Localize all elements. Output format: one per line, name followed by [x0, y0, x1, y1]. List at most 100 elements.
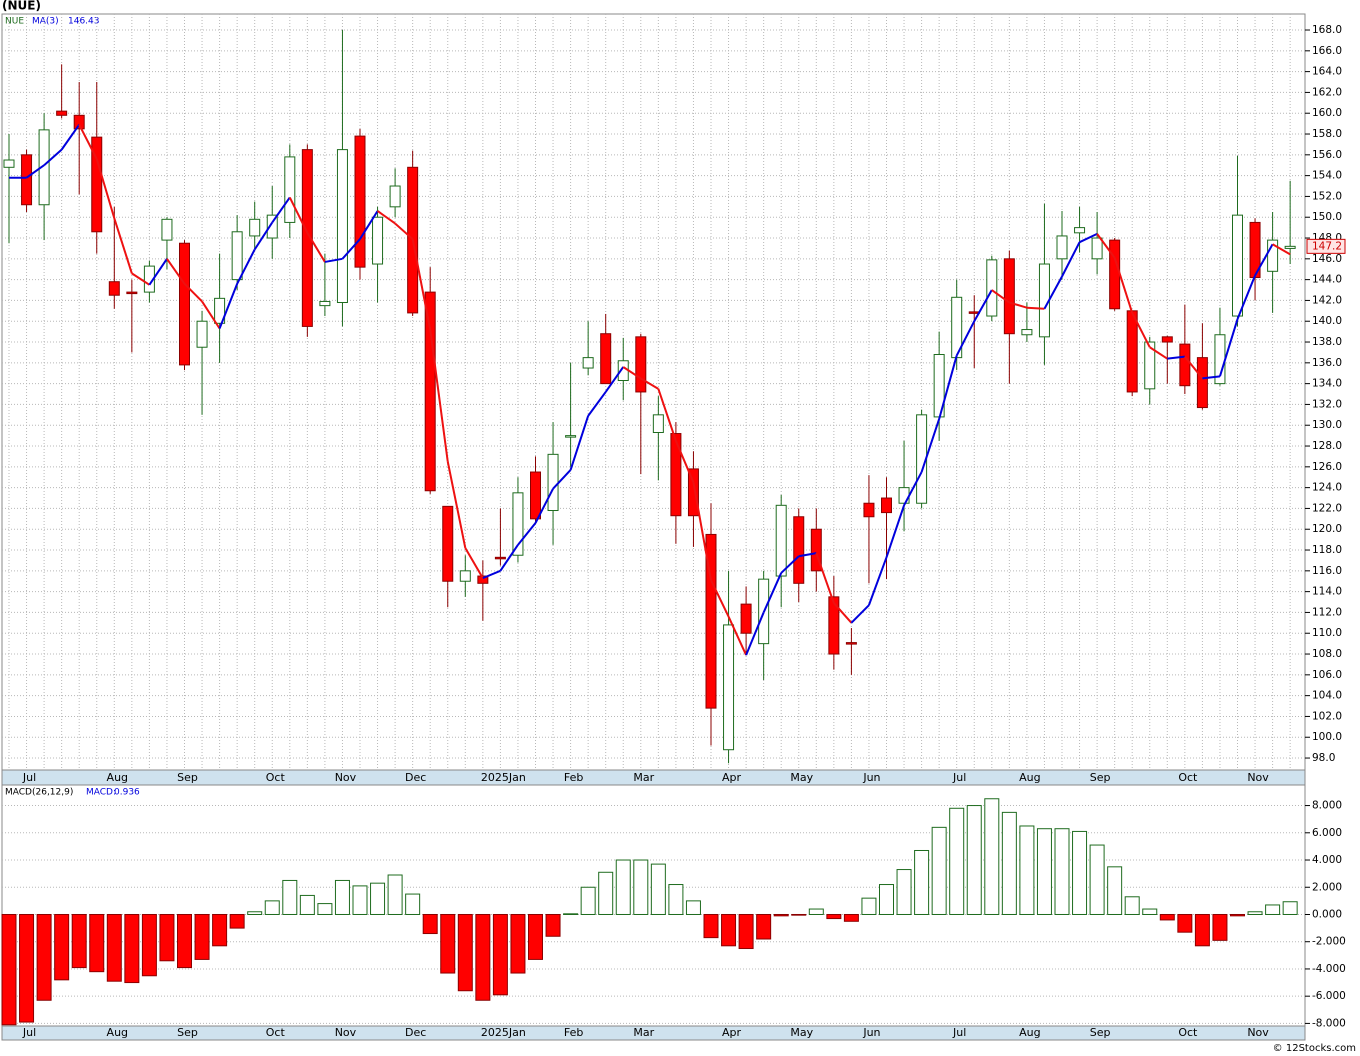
macd-bar — [738, 913, 754, 950]
macd-bar — [1036, 828, 1052, 915]
candle-body — [530, 471, 541, 520]
ma-line — [920, 418, 941, 473]
y-tick-label: 136.0 — [1312, 357, 1342, 369]
candle-body — [91, 136, 103, 233]
last-price-label: 147.2 — [1312, 240, 1342, 252]
ma-line — [674, 440, 695, 483]
macd-bar — [36, 913, 52, 1001]
candle-body — [214, 297, 226, 324]
x-tick-label: Jun — [862, 771, 880, 784]
candle-body — [1126, 310, 1138, 393]
macd-bar — [1001, 811, 1017, 915]
y-tick-label: -8.000 — [1312, 1017, 1346, 1029]
ma-line — [1184, 355, 1204, 380]
macd-bar — [1, 913, 17, 1026]
macd-bar — [334, 879, 350, 915]
y-tick-label: 166.0 — [1312, 45, 1342, 57]
ma-line — [938, 355, 958, 420]
candle-body — [424, 291, 436, 492]
x-tick-label: May — [790, 1026, 813, 1039]
ma-line — [1026, 306, 1045, 310]
ma-line — [1009, 301, 1028, 309]
candle-body — [828, 596, 840, 655]
macd-bar — [966, 805, 982, 915]
candle-body — [319, 300, 331, 307]
ma-line — [95, 158, 116, 219]
macd-bar — [317, 903, 333, 915]
candle-body — [336, 149, 348, 304]
price-panel — [1, 13, 1306, 771]
y-tick-label: 126.0 — [1312, 461, 1342, 473]
candle-body — [3, 159, 15, 168]
candle-body — [898, 487, 910, 504]
x-tick-label: Mar — [633, 771, 654, 784]
candle-body — [1284, 245, 1296, 249]
ma-line — [43, 148, 63, 166]
x-tick-label: Nov — [335, 1026, 357, 1039]
ma-line — [868, 556, 888, 606]
ma-line — [692, 482, 712, 581]
macd-bar — [475, 913, 491, 1001]
macd-bar — [492, 913, 508, 996]
ma-line — [341, 238, 361, 260]
candle-body — [56, 110, 68, 116]
y-tick-label: 2.000 — [1312, 881, 1342, 893]
candle-body — [231, 231, 243, 281]
macd-bar — [1212, 913, 1228, 941]
macd-bar — [984, 798, 1000, 915]
x-tick-label: Sep — [1090, 771, 1111, 784]
candle-body — [1232, 214, 1243, 317]
macd-bar — [1194, 913, 1210, 947]
ma-line — [1236, 275, 1256, 320]
y-tick-label: 138.0 — [1312, 336, 1342, 348]
candle-body — [196, 320, 208, 348]
legend-macd: MACD(26,12,9) — [5, 788, 73, 798]
macd-bar — [422, 913, 438, 935]
ma-line — [1043, 276, 1063, 310]
macd-bar — [1282, 901, 1298, 915]
ma-line — [534, 488, 554, 524]
x-tick-label: Feb — [564, 1026, 583, 1039]
ma-line — [1149, 346, 1168, 360]
candle-body — [477, 575, 489, 584]
ma-line — [253, 221, 274, 251]
candle-body — [21, 154, 33, 206]
macd-bar — [89, 913, 105, 973]
candle-body — [600, 333, 612, 385]
macd-bar — [159, 913, 175, 962]
ma-line — [604, 366, 625, 393]
x-tick-label: Aug — [107, 771, 128, 784]
macd-bar — [914, 849, 930, 915]
macd-bar — [194, 913, 210, 960]
y-tick-label: 164.0 — [1312, 66, 1342, 78]
macd-bar — [633, 859, 649, 915]
y-tick-label: 102.0 — [1312, 710, 1342, 722]
y-tick-label: 112.0 — [1312, 606, 1342, 618]
ma-line — [1254, 243, 1274, 276]
y-tick-label: 6.000 — [1312, 827, 1342, 839]
candle-body — [635, 336, 647, 393]
ma-line — [710, 579, 730, 618]
ma-line — [1079, 232, 1098, 244]
ma-line — [1131, 312, 1151, 348]
x-tick-label: Sep — [177, 1026, 198, 1039]
candle-body — [494, 556, 506, 560]
candle-body — [284, 156, 296, 223]
ma-line — [288, 197, 309, 234]
macd-bar — [1177, 913, 1193, 933]
y-tick-label: -6.000 — [1312, 990, 1346, 1002]
macd-bar — [71, 913, 87, 969]
y-tick-label: 110.0 — [1312, 627, 1342, 639]
macd-bar — [510, 913, 526, 974]
candle-body — [38, 129, 50, 206]
candle-body — [1144, 341, 1156, 390]
y-tick-label: 160.0 — [1312, 107, 1342, 119]
x-tick-label: Oct — [1178, 1026, 1198, 1039]
macd-bar — [563, 913, 579, 915]
ma-line — [903, 471, 923, 506]
macd-bar — [1054, 828, 1070, 915]
x-tick-label: Jul — [952, 771, 966, 784]
ma-line — [1061, 241, 1081, 277]
macd-bar — [282, 879, 298, 915]
candle-body — [582, 357, 594, 369]
